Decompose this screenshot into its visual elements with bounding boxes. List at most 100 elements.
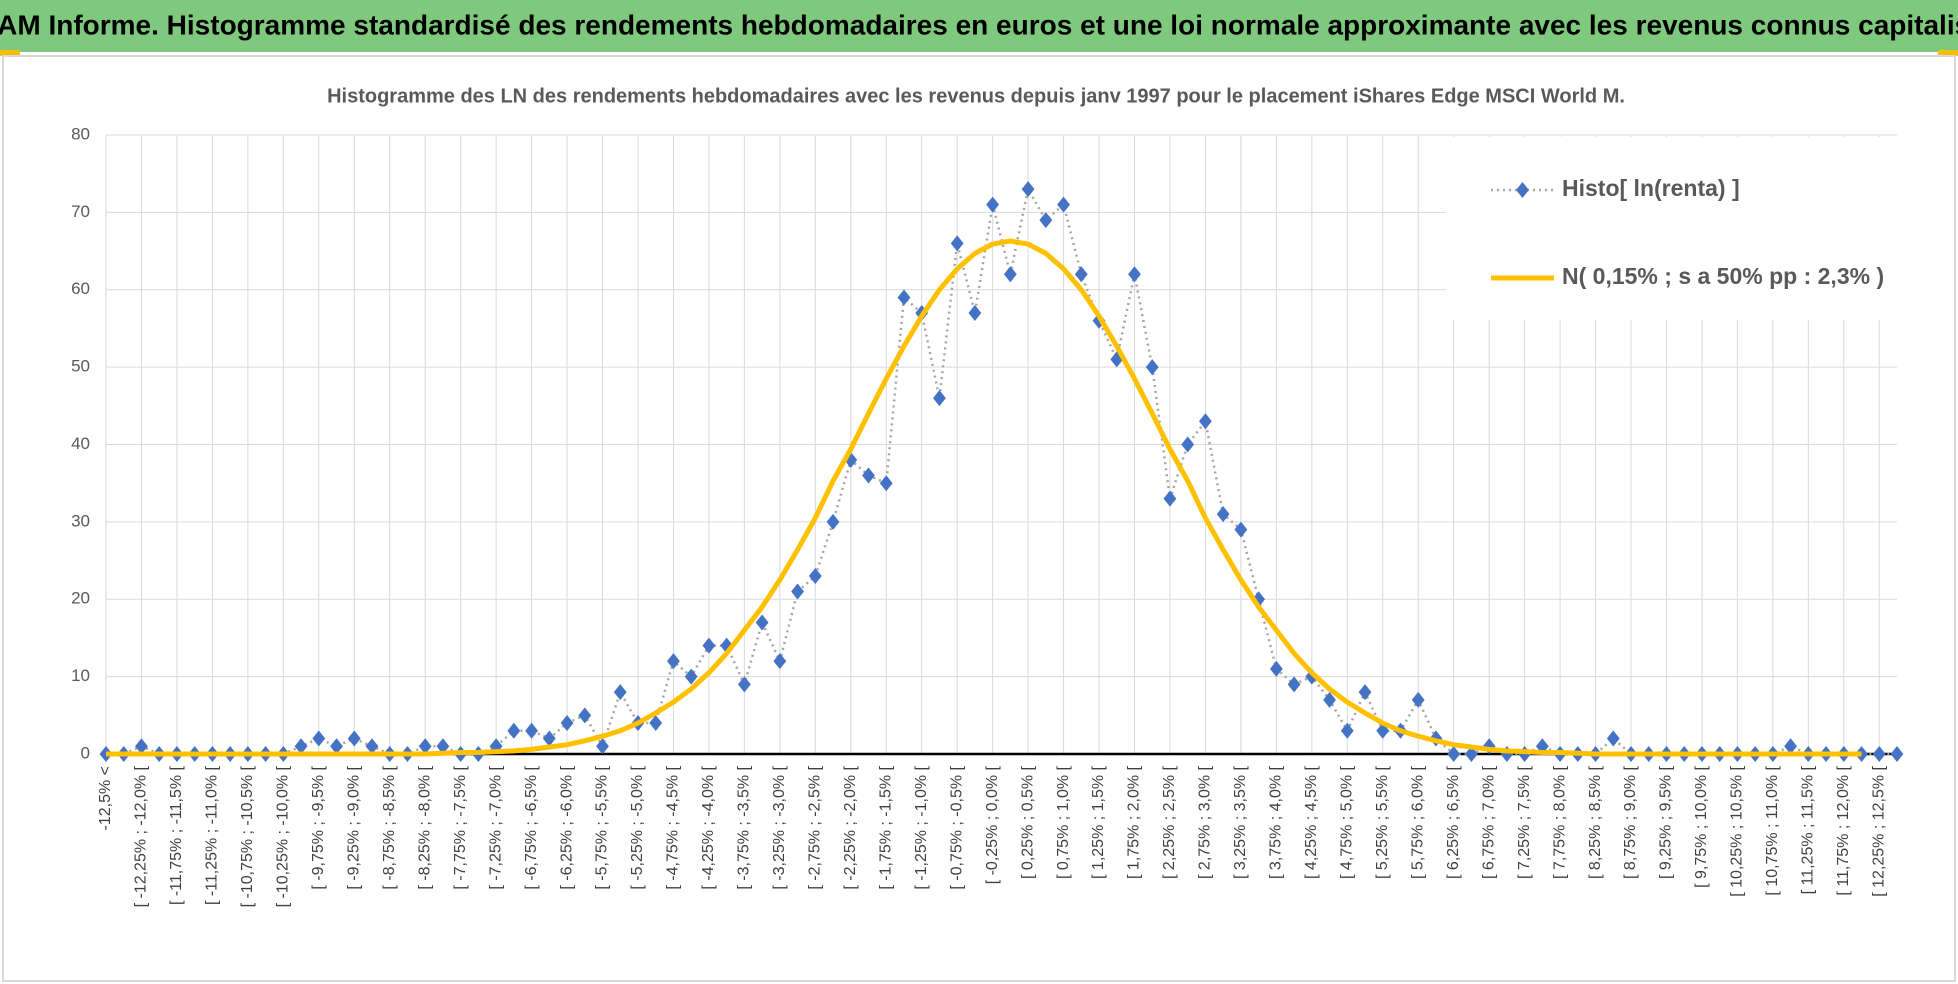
data-point [1039,212,1053,229]
x-tick-label: [ -8,25% ; -8,0% [ [416,765,433,889]
x-tick-label: [ 6,75% ; 7,0% [ [1480,765,1497,879]
data-point [436,738,450,755]
x-tick-label: [ 7,75% ; 8,0% [ [1551,765,1568,879]
legend-label: N( 0,15% ; s a 50% pp : 2,3% ) [1562,263,1884,289]
x-tick-label: [ -3,25% ; -3,0% [ [771,765,788,889]
y-tick-label: 0 [81,743,90,762]
legend-label: Histo[ ln(renta) ] [1562,175,1740,201]
data-point [773,653,787,670]
x-tick-label: [ -1,75% ; -1,5% [ [877,765,894,889]
x-tick-label: [ -0,25% ; 0,0% [ [984,765,1001,884]
data-point [667,653,680,670]
data-point [1110,351,1124,368]
data-point [1057,196,1070,213]
data-point [1074,266,1088,283]
x-tick-label: [ 11,25% ; 11,5% [ [1800,765,1817,894]
data-point [791,583,804,600]
x-tick-label: [ -11,75% ; -11,5% [ [168,765,185,905]
data-point [560,715,574,732]
data-point [135,738,148,755]
data-point [525,722,538,739]
data-point [1145,359,1159,376]
data-point [1535,738,1549,755]
data-point [1163,490,1177,507]
data-point [1447,746,1461,762]
x-tick-label: [ 4,25% ; 4,5% [ [1303,765,1320,879]
y-tick-label: 20 [71,589,90,608]
x-tick-label: [ -2,25% ; -2,0% [ [842,765,859,889]
x-tick-label: [ -4,25% ; -4,0% [ [700,765,717,889]
chart-title: Histogramme des LN des rendements hebdom… [327,85,1625,107]
header-title: ADAM Informe. Histogramme standardisé de… [0,9,1958,40]
data-point [1181,436,1195,453]
x-tick-label: [ -9,25% ; -9,0% [ [345,765,362,889]
data-point [1411,691,1425,708]
data-point [294,738,308,755]
x-tick-label: [ -5,25% ; -5,0% [ [629,765,646,889]
data-point [1003,266,1017,283]
x-tick-label: [ 3,75% ; 4,0% [ [1268,765,1285,879]
x-tick-label: [ 11,75% ; 12,0% [ [1835,765,1852,895]
data-point [1465,746,1478,762]
data-point [365,738,379,755]
x-tick-label: -12,5% < [97,766,114,830]
x-tick-label: [ -3,75% ; -3,5% [ [736,765,753,889]
data-point [986,196,1000,213]
data-point [808,568,822,585]
data-point [1784,738,1798,755]
data-point [1128,266,1141,283]
data-point [418,738,432,755]
data-point [879,475,893,492]
series-line [106,238,1862,757]
data-point [897,289,911,306]
x-tick-label: [ -0,75% ; -0,5% [ [948,765,965,889]
legend-box [1446,137,1898,320]
x-tick-label: [ 12,25% ; 12,5% [ [1870,765,1887,896]
x-tick-label: [ -9,75% ; -9,5% [ [310,765,327,889]
x-tick-label: [ -5,75% ; -5,5% [ [594,765,611,889]
x-tick-label: [ 8,75% ; 9,0% [ [1622,765,1639,879]
x-tick-label: [ -11,25% ; -11,0% [ [204,765,221,905]
data-point [737,676,751,693]
x-tick-label: [ -7,75% ; -7,5% [ [452,765,469,889]
data-point [950,235,964,252]
data-point [1358,684,1372,701]
x-tick-label: [ -1,25% ; -1,0% [ [913,765,930,889]
data-point [330,738,343,755]
x-tick-label: [ 5,75% ; 6,0% [ [1409,765,1426,879]
data-point [1606,730,1620,747]
data-point [613,684,627,701]
data-point [684,668,698,685]
legend-marker [1516,182,1529,198]
data-point [1340,722,1354,739]
y-tick-label: 50 [71,357,90,376]
y-tick-label: 70 [71,202,90,221]
x-tick-label: [ 10,25% ; 10,5% [ [1729,765,1746,896]
data-point [968,304,982,321]
header-bar [0,0,1958,52]
data-point [347,730,361,747]
x-tick-label: [ -10,25% ; -10,0% [ [275,765,292,907]
x-tick-label: [ 10,75% ; 11,0% [ [1764,765,1781,895]
x-tick-label: [ 5,25% ; 5,5% [ [1374,765,1391,879]
y-tick-label: 10 [71,666,90,685]
data-point [702,637,716,654]
x-tick-label: [ -2,75% ; -2,5% [ [807,765,824,889]
corner-accent [1938,50,1958,56]
y-tick-label: 30 [71,511,90,530]
y-tick-label: 80 [71,124,90,143]
x-tick-label: [ 1,25% ; 1,5% [ [1090,765,1107,879]
x-tick-label: [ 7,25% ; 7,5% [ [1516,765,1533,879]
data-point [596,738,609,755]
data-point [507,722,521,739]
x-tick-label: [ -12,25% ; -12,0% [ [133,765,150,907]
x-tick-label: [ 9,25% ; 9,5% [ [1658,765,1675,879]
data-point [1199,413,1212,430]
series-line [106,187,1897,756]
data-point [1216,506,1230,523]
x-tick-label: [ -6,75% ; -6,5% [ [523,765,540,889]
x-tick-label: [ -8,75% ; -8,5% [ [381,765,398,889]
x-tick-label: [ 9,75% ; 10,0% [ [1693,765,1710,887]
corner-accent [0,50,20,56]
data-point [1890,746,1904,762]
